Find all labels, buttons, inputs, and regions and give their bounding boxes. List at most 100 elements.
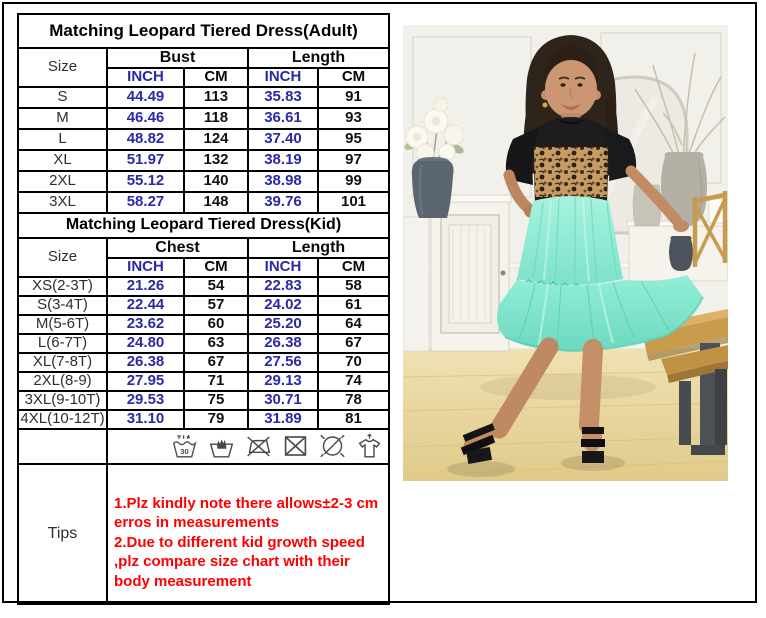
size-label: L(6-7T)	[17, 332, 108, 354]
black-sandal	[460, 423, 496, 464]
cm-unit-header: CM	[316, 66, 391, 88]
table-row: M(5-6T) 23.62 60 25.20 64	[17, 313, 391, 335]
tips-label: Tips	[17, 462, 108, 605]
chest-inch-value: 23.62	[106, 313, 185, 335]
hang-dry-icon	[358, 433, 381, 458]
flower-vase	[411, 161, 454, 218]
length-inch-value: 31.89	[247, 408, 319, 430]
model	[460, 35, 704, 464]
length-cm-value: 93	[316, 106, 391, 130]
chest-cm-value: 60	[183, 313, 249, 335]
length-inch-value: 29.13	[247, 370, 319, 392]
table-row: S(3-4T) 22.44 57 24.02 61	[17, 294, 391, 316]
outstretched-hand	[673, 220, 689, 232]
chest-inch-value: 31.10	[106, 408, 185, 430]
size-label: M(5-6T)	[17, 313, 108, 335]
length-cm-value: 97	[316, 148, 391, 172]
leopard-top	[505, 117, 637, 203]
black-sandal	[581, 422, 605, 463]
length-inch-value: 26.38	[247, 332, 319, 354]
length-cm-value: 91	[316, 85, 391, 109]
chest-cm-value: 71	[183, 370, 249, 392]
length-inch-value: 30.71	[247, 389, 319, 411]
length-cm-value: 74	[316, 370, 391, 392]
do-not-iron-icon	[247, 436, 271, 457]
length-inch-value: 39.76	[247, 190, 319, 214]
bust-cm-value: 140	[183, 169, 249, 193]
length-cm-value: 64	[316, 313, 391, 335]
bust-cm-value: 113	[183, 85, 249, 109]
kid-table-title: Matching Leopard Tiered Dress(Kid)	[16, 211, 391, 239]
length-column-header: Length	[246, 47, 391, 69]
length-cm-value: 58	[316, 275, 391, 297]
length-inch-value: 27.56	[247, 351, 319, 373]
earring	[542, 102, 548, 108]
wooden-bench	[661, 345, 728, 445]
svg-text:30: 30	[180, 447, 188, 456]
table-row: Matching Leopard Tiered Dress(Adult)	[16, 13, 391, 49]
tips-text: 1.Plz kindly note there allows±2-3 cm er…	[114, 494, 379, 590]
length-column-header: Length	[246, 236, 391, 259]
chest-cm-value: 57	[183, 294, 249, 316]
length-inch-value: 35.83	[247, 85, 319, 109]
table-row: Tips 1.Plz kindly note there allows±2-3 …	[17, 462, 391, 605]
length-cm-value: 95	[316, 127, 391, 151]
dark-vase	[669, 236, 693, 271]
table-row: 30	[17, 427, 391, 465]
product-photo-illustration	[403, 25, 728, 481]
care-icons-cell: 30	[105, 427, 391, 465]
table-row: 3XL 58.27 148 39.76 101	[17, 190, 391, 214]
table-row: 2XL 55.12 140 38.98 99	[17, 169, 391, 193]
length-cm-value: 61	[316, 294, 391, 316]
table-row: INCH CM INCH CM	[18, 256, 391, 278]
table-row: L(6-7T) 24.80 63 26.38 67	[17, 332, 391, 354]
table-row: 2XL(8-9) 27.95 71 29.13 74	[17, 370, 391, 392]
chest-cm-value: 63	[183, 332, 249, 354]
chest-cm-value: 67	[183, 351, 249, 373]
length-cm-value: 101	[316, 190, 391, 214]
adult-table-title: Matching Leopard Tiered Dress(Adult)	[16, 13, 391, 49]
cm-unit-header: CM	[183, 256, 249, 278]
size-label: S(3-4T)	[17, 294, 108, 316]
size-label: 4XL(10-12T)	[17, 408, 108, 430]
bust-inch-value: 44.49	[106, 85, 185, 109]
table-row: INCH CM INCH CM	[18, 66, 391, 88]
chest-inch-value: 21.26	[106, 275, 185, 297]
length-cm-value: 70	[316, 351, 391, 373]
product-photo	[403, 25, 728, 481]
table-row: 4XL(10-12T) 31.10 79 31.89 81	[17, 408, 391, 430]
chest-cm-value: 79	[183, 408, 249, 430]
wooden-chair	[692, 191, 728, 267]
bust-inch-value: 51.97	[106, 148, 185, 172]
table-row: L 48.82 124 37.40 95	[17, 127, 391, 151]
cm-unit-header: CM	[183, 66, 249, 88]
length-inch-value: 22.83	[247, 275, 319, 297]
length-cm-value: 81	[316, 408, 391, 430]
chest-inch-value: 27.95	[106, 370, 185, 392]
bust-inch-value: 55.12	[106, 169, 185, 193]
length-inch-value: 36.61	[247, 106, 319, 130]
length-inch-value: 38.19	[247, 148, 319, 172]
bust-inch-value: 46.46	[106, 106, 185, 130]
inch-unit-header: INCH	[247, 66, 319, 88]
size-label: XS(2-3T)	[17, 275, 108, 297]
empty-cell	[17, 427, 108, 465]
table-row: XS(2-3T) 21.26 54 22.83 58	[17, 275, 391, 297]
mint-tiered-skirt	[497, 196, 704, 353]
size-table: Matching Leopard Tiered Dress(Adult) Siz…	[16, 13, 391, 605]
size-label: XL	[17, 148, 108, 172]
chest-inch-value: 22.44	[106, 294, 185, 316]
inch-unit-header: INCH	[106, 66, 185, 88]
size-label: S	[17, 85, 108, 109]
table-row: Matching Leopard Tiered Dress(Kid)	[16, 211, 391, 239]
chest-cm-value: 75	[183, 389, 249, 411]
white-cabinet	[426, 194, 512, 352]
bust-cm-value: 132	[183, 148, 249, 172]
size-label: 3XL(9-10T)	[17, 389, 108, 411]
bust-cm-value: 124	[183, 127, 249, 151]
table-row: XL(7-8T) 26.38 67 27.56 70	[17, 351, 391, 373]
chest-cm-value: 54	[183, 275, 249, 297]
tips-cell: 1.Plz kindly note there allows±2-3 cm er…	[105, 462, 391, 605]
hand-wash-30-icon: 30	[172, 434, 197, 458]
